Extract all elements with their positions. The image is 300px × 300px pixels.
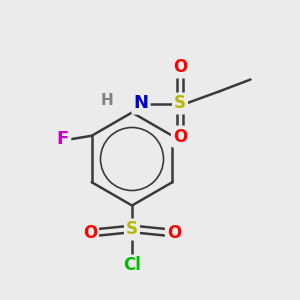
Text: S: S: [174, 94, 186, 112]
Text: O: O: [173, 128, 187, 146]
Text: F: F: [57, 130, 69, 148]
Text: O: O: [83, 224, 97, 242]
Text: N: N: [134, 94, 148, 112]
Text: O: O: [173, 58, 187, 76]
Text: H: H: [100, 93, 113, 108]
Text: Cl: Cl: [123, 256, 141, 274]
Text: O: O: [167, 224, 181, 242]
Text: S: S: [126, 220, 138, 238]
